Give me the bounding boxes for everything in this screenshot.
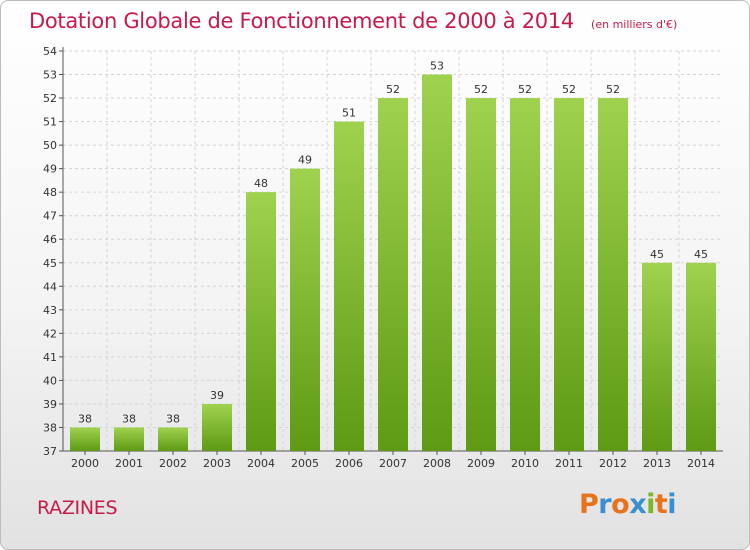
bar xyxy=(642,262,672,451)
bar-value-label: 52 xyxy=(474,83,488,96)
chart-title: Dotation Globale de Fonctionnement de 20… xyxy=(29,9,574,33)
bar-value-label: 39 xyxy=(210,389,224,402)
x-tick-label: 2009 xyxy=(467,457,495,470)
y-tick-label: 39 xyxy=(43,398,57,411)
x-tick-label: 2005 xyxy=(291,457,319,470)
y-tick-label: 48 xyxy=(43,186,57,199)
commune-name: RAZINES xyxy=(37,497,118,519)
x-tick-label: 2014 xyxy=(687,457,715,470)
bar-value-label: 52 xyxy=(518,83,532,96)
logo-letter: i xyxy=(667,489,677,520)
bar-value-label: 45 xyxy=(694,248,708,261)
x-tick-label: 2004 xyxy=(247,457,275,470)
bar-value-label: 52 xyxy=(386,83,400,96)
x-tick-label: 2001 xyxy=(115,457,143,470)
bar-value-label: 51 xyxy=(342,107,356,120)
x-tick-label: 2010 xyxy=(511,457,539,470)
y-tick-label: 52 xyxy=(43,92,57,105)
logo-letter: P xyxy=(579,489,599,520)
y-tick-label: 47 xyxy=(43,210,57,223)
bar xyxy=(510,98,540,451)
x-tick-label: 2000 xyxy=(71,457,99,470)
y-tick-label: 41 xyxy=(43,351,57,364)
bar xyxy=(422,74,452,451)
logo-letter: o xyxy=(611,489,630,520)
bar xyxy=(70,427,100,451)
y-tick-label: 53 xyxy=(43,69,57,82)
bar xyxy=(334,121,364,452)
logo-letter: r xyxy=(598,489,612,520)
y-tick-label: 42 xyxy=(43,327,57,340)
y-tick-label: 37 xyxy=(43,445,57,458)
y-tick-label: 46 xyxy=(43,233,57,246)
bar xyxy=(202,403,232,451)
bar xyxy=(246,192,276,452)
x-tick-label: 2002 xyxy=(159,457,187,470)
bar-value-label: 45 xyxy=(650,248,664,261)
bar-value-label: 52 xyxy=(606,83,620,96)
x-tick-label: 2006 xyxy=(335,457,363,470)
bar xyxy=(466,98,496,451)
bar-value-label: 38 xyxy=(122,412,136,425)
bar xyxy=(158,427,188,451)
y-tick-label: 45 xyxy=(43,257,57,270)
x-tick-label: 2013 xyxy=(643,457,671,470)
bar-value-label: 48 xyxy=(254,177,268,190)
y-tick-label: 43 xyxy=(43,304,57,317)
bar xyxy=(598,98,628,451)
title-block: Dotation Globale de Fonctionnement de 20… xyxy=(29,9,677,33)
bar-value-label: 53 xyxy=(430,60,444,73)
y-tick-label: 51 xyxy=(43,116,57,129)
bar-value-label: 49 xyxy=(298,154,312,167)
y-tick-label: 49 xyxy=(43,163,57,176)
logo-letter: x xyxy=(629,489,647,520)
bar-value-label: 52 xyxy=(562,83,576,96)
bar-value-label: 38 xyxy=(166,412,180,425)
x-tick-label: 2011 xyxy=(555,457,583,470)
y-tick-label: 40 xyxy=(43,374,57,387)
bar xyxy=(378,98,408,451)
logo-letter: t xyxy=(654,489,668,520)
y-tick-label: 54 xyxy=(43,45,57,58)
proxiti-logo[interactable]: Proxiti xyxy=(579,489,677,520)
x-tick-label: 2012 xyxy=(599,457,627,470)
x-tick-label: 2007 xyxy=(379,457,407,470)
y-tick-label: 38 xyxy=(43,421,57,434)
bar xyxy=(114,427,144,451)
bar-value-label: 38 xyxy=(78,412,92,425)
logo-letter: i xyxy=(646,489,655,520)
bar xyxy=(290,168,320,451)
bar xyxy=(554,98,584,451)
y-tick-label: 44 xyxy=(43,280,57,293)
bar xyxy=(686,262,716,451)
x-tick-label: 2008 xyxy=(423,457,451,470)
x-tick-label: 2003 xyxy=(203,457,231,470)
chart-subtitle: (en milliers d'€) xyxy=(591,18,678,31)
y-tick-label: 50 xyxy=(43,139,57,152)
